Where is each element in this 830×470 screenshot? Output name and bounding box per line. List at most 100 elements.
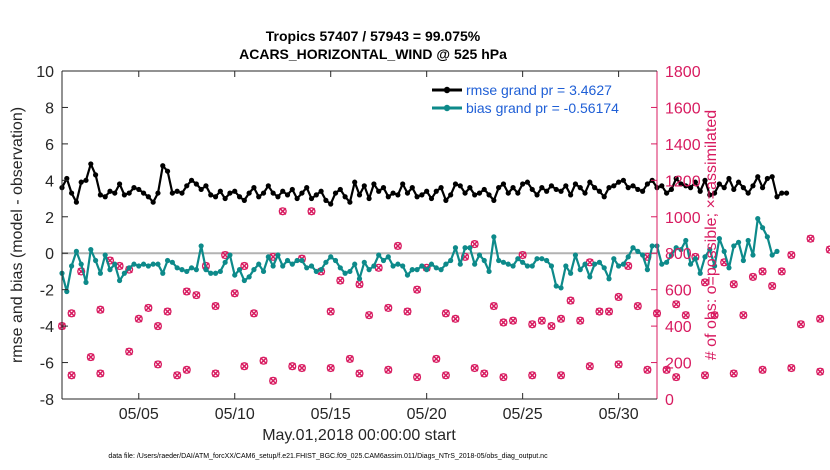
bias-point [299, 257, 305, 264]
rmse-point [308, 195, 315, 202]
obs-assimilated-marker [413, 373, 421, 381]
bias-point [160, 270, 166, 276]
rmse-point [188, 177, 195, 183]
bias-point [774, 248, 780, 254]
bias-point [735, 239, 742, 245]
rmse-point [184, 183, 190, 189]
rmse-point [265, 183, 271, 189]
rmse-point [577, 185, 583, 191]
bias-point [520, 259, 526, 265]
rmse-point [131, 185, 137, 191]
obs-possible-marker [413, 373, 422, 382]
obs-possible-marker [710, 311, 719, 320]
bias-point [256, 261, 262, 267]
obs-assimilated-marker [336, 276, 344, 285]
obs-possible-marker [86, 353, 95, 362]
bias-point [472, 261, 478, 267]
obs-possible-marker [182, 365, 191, 374]
bias-point [356, 276, 363, 282]
rmse-point [145, 194, 151, 200]
rmse-point [193, 181, 199, 187]
obs-assimilated-marker [566, 296, 575, 305]
obs-assimilated-marker [816, 315, 824, 323]
left-tick-label: 0 [45, 246, 54, 263]
bias-point [692, 256, 698, 262]
obs-assimilated-marker [67, 371, 76, 379]
rmse-point [563, 183, 569, 189]
obs-possible-marker [768, 281, 777, 291]
bias-point [212, 270, 219, 276]
bias-point [673, 245, 679, 251]
bias-point [577, 267, 583, 273]
obs-assimilated-marker [269, 377, 277, 385]
rmse-point [731, 186, 737, 193]
obs-assimilated-marker [183, 287, 191, 296]
bias-point [467, 245, 473, 251]
rmse-point [774, 194, 780, 200]
bias-point [251, 267, 257, 273]
rmse-point [419, 192, 425, 198]
left-axis-ticks: -8 -6 -4 -2 0 2 4 6 8 10 [36, 64, 68, 409]
bias-point [481, 257, 487, 264]
obs-possible-marker [787, 363, 796, 373]
obs-assimilated-marker [327, 307, 335, 316]
obs-assimilated-marker [442, 371, 450, 379]
obs-assimilated-marker [538, 317, 546, 325]
plot-area [62, 71, 657, 399]
rmse-point [88, 161, 94, 167]
obs-assimilated-marker [346, 355, 354, 363]
rmse-point [83, 177, 89, 183]
obs-possible-marker [537, 316, 546, 325]
bias-point [155, 261, 161, 267]
bias-point [270, 263, 276, 269]
rmse-point [663, 190, 670, 196]
bias-point [764, 234, 770, 240]
bias-point [64, 288, 70, 295]
rmse-point [424, 188, 430, 194]
rmse-point [97, 192, 103, 198]
obs-possible-marker [528, 320, 537, 329]
rmse-point [759, 185, 766, 191]
rmse-point [683, 183, 689, 189]
bias-point [126, 265, 132, 271]
rmse-point [721, 185, 727, 191]
obs-possible-marker [758, 267, 767, 276]
bias-point [558, 285, 564, 291]
obs-possible-marker [508, 316, 518, 325]
bias-point [337, 265, 343, 271]
bias-point [663, 259, 670, 265]
obs-possible-marker [278, 207, 287, 216]
rmse-point [529, 186, 535, 193]
obs-assimilated-marker [787, 364, 795, 372]
bias-point [587, 274, 593, 280]
rmse-point [668, 186, 674, 193]
bias-point [284, 257, 291, 264]
obs-possible-marker [441, 309, 450, 318]
bias-point [697, 270, 703, 276]
bias-point [164, 257, 171, 264]
obs-assimilated-marker [154, 322, 162, 330]
obs-possible-marker [230, 289, 239, 298]
obs-assimilated-marker [67, 309, 76, 317]
rmse-point [102, 194, 108, 200]
bias-point [107, 267, 113, 273]
rmse-point [764, 175, 770, 182]
obs-assimilated-marker [96, 306, 105, 314]
rmse-point [366, 195, 372, 202]
obs-possible-marker [576, 316, 585, 325]
obs-assimilated-marker [682, 311, 690, 319]
bias-point [443, 261, 449, 267]
obs-possible-marker [816, 367, 825, 376]
bias-point [424, 267, 430, 273]
rmse-point [505, 190, 511, 196]
obs-assimilated-marker [576, 317, 584, 325]
bias-point [687, 261, 694, 267]
rmse-point [438, 185, 444, 191]
rmse-point [385, 194, 391, 200]
obs-assimilated-marker [211, 369, 220, 378]
obs-assimilated-marker [279, 207, 287, 215]
bias-point [601, 265, 607, 271]
bias-point [131, 261, 137, 267]
left-tick-label: 10 [36, 64, 54, 81]
obs-assimilated-marker [672, 373, 680, 381]
